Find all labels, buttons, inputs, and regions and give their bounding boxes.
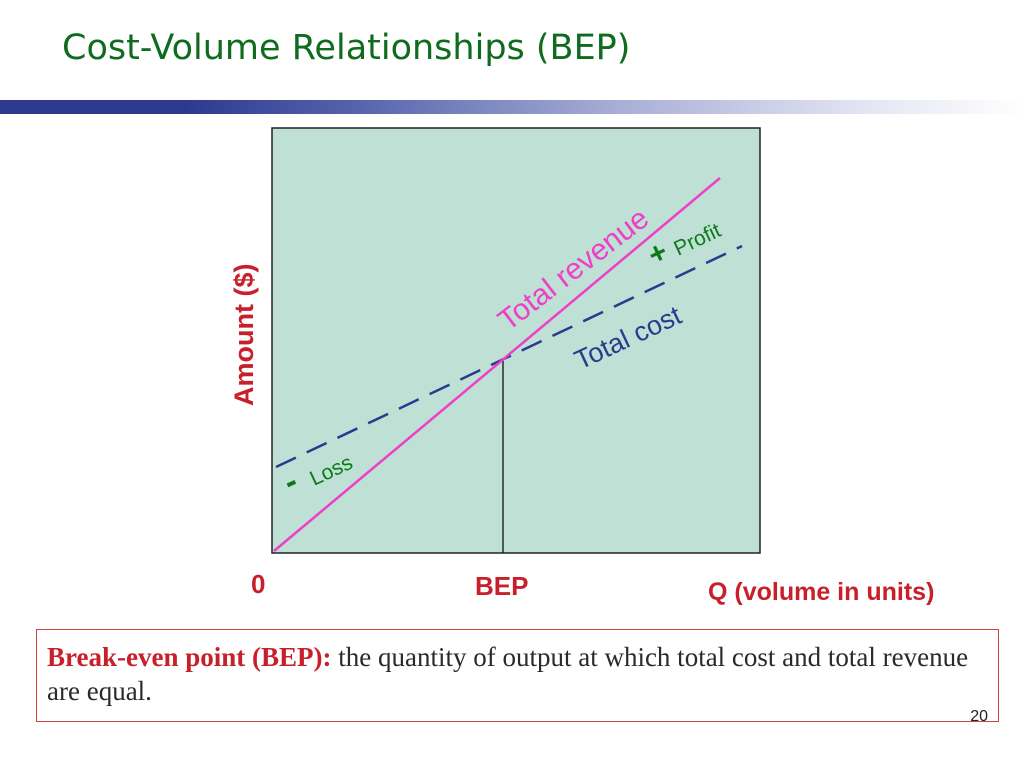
definition-box: Break-even point (BEP): the quantity of … — [36, 629, 999, 722]
plot-area — [271, 127, 761, 554]
page-number: 20 — [970, 708, 988, 725]
slide-title: Cost-Volume Relationships (BEP) — [62, 28, 631, 68]
total-revenue-line — [273, 177, 721, 552]
definition-text: the quantity of output at which total co… — [47, 642, 969, 706]
y-axis-label: Amount ($) — [229, 264, 259, 406]
title-divider — [0, 100, 1024, 114]
bep-label: BEP — [475, 571, 528, 601]
definition-term: Break-even point (BEP): — [47, 642, 332, 672]
origin-label: 0 — [251, 569, 265, 599]
x-axis-label: Q (volume in units) — [708, 578, 934, 606]
total-cost-line — [275, 244, 743, 469]
